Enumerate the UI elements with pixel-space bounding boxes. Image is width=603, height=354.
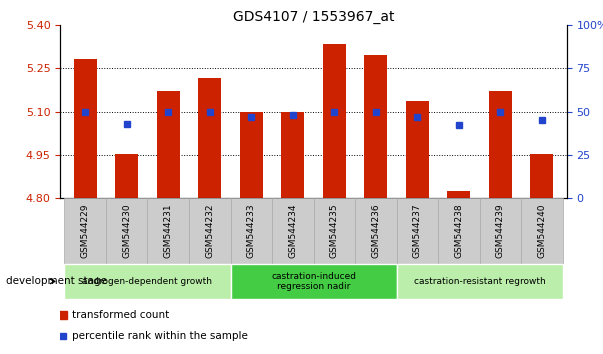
- Text: castration-induced
regression nadir: castration-induced regression nadir: [271, 272, 356, 291]
- Bar: [282, 112, 305, 198]
- Bar: [230, 198, 272, 264]
- Text: GSM544240: GSM544240: [537, 204, 546, 258]
- Bar: [230, 264, 397, 299]
- Text: GSM544234: GSM544234: [288, 204, 297, 258]
- Bar: [65, 198, 106, 264]
- Text: GSM544233: GSM544233: [247, 204, 256, 258]
- Bar: [447, 191, 470, 198]
- Bar: [115, 154, 138, 198]
- Bar: [479, 198, 521, 264]
- Bar: [240, 112, 263, 198]
- Bar: [521, 198, 563, 264]
- Bar: [65, 264, 230, 299]
- Text: development stage: development stage: [6, 276, 107, 286]
- Bar: [74, 59, 96, 198]
- Bar: [272, 198, 314, 264]
- Text: transformed count: transformed count: [72, 309, 169, 320]
- Text: GSM544229: GSM544229: [81, 204, 90, 258]
- Bar: [531, 154, 554, 198]
- Bar: [355, 198, 397, 264]
- Text: percentile rank within the sample: percentile rank within the sample: [72, 331, 248, 341]
- Text: castration-resistant regrowth: castration-resistant regrowth: [414, 277, 546, 286]
- Text: GSM544232: GSM544232: [205, 204, 214, 258]
- Bar: [397, 198, 438, 264]
- Text: GSM544231: GSM544231: [164, 204, 172, 258]
- Bar: [148, 198, 189, 264]
- Bar: [157, 91, 180, 198]
- Bar: [438, 198, 479, 264]
- Bar: [106, 198, 148, 264]
- Text: GSM544236: GSM544236: [371, 204, 380, 258]
- Bar: [198, 78, 221, 198]
- Title: GDS4107 / 1553967_at: GDS4107 / 1553967_at: [233, 10, 394, 24]
- Text: GSM544235: GSM544235: [330, 204, 339, 258]
- Bar: [314, 198, 355, 264]
- Bar: [489, 91, 512, 198]
- Bar: [323, 44, 346, 198]
- Text: GSM544237: GSM544237: [413, 204, 422, 258]
- Text: GSM544238: GSM544238: [455, 204, 463, 258]
- Bar: [406, 101, 429, 198]
- Bar: [189, 198, 230, 264]
- Bar: [397, 264, 563, 299]
- Text: androgen-dependent growth: androgen-dependent growth: [83, 277, 212, 286]
- Bar: [364, 55, 387, 198]
- Text: GSM544230: GSM544230: [122, 204, 131, 258]
- Text: GSM544239: GSM544239: [496, 204, 505, 258]
